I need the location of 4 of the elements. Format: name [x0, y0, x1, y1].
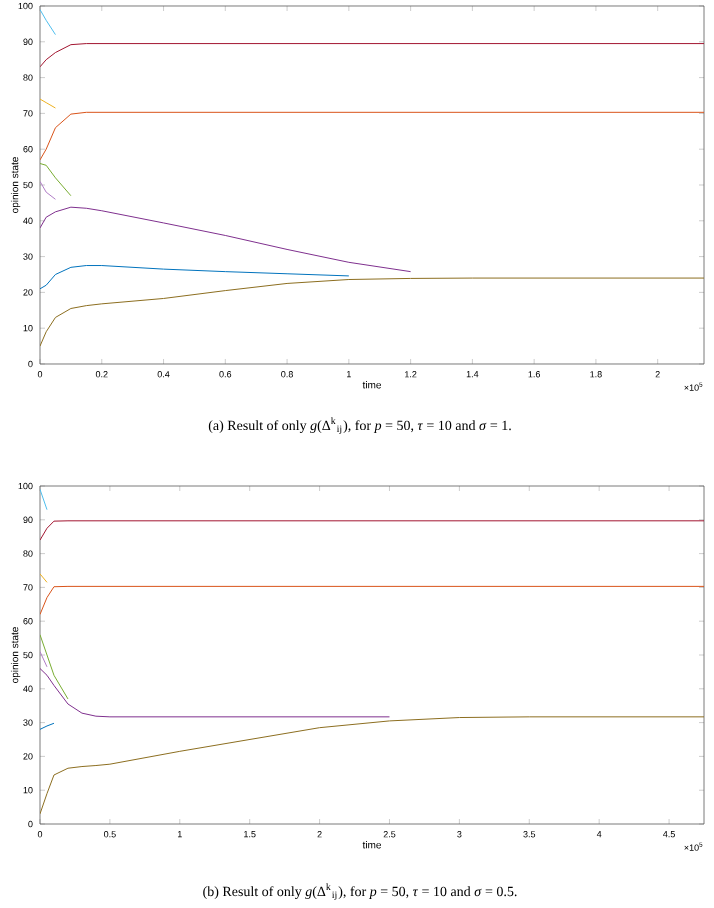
line-series [40, 206, 412, 273]
line-series [40, 634, 69, 700]
line-series [40, 265, 350, 290]
line-series [40, 163, 72, 197]
